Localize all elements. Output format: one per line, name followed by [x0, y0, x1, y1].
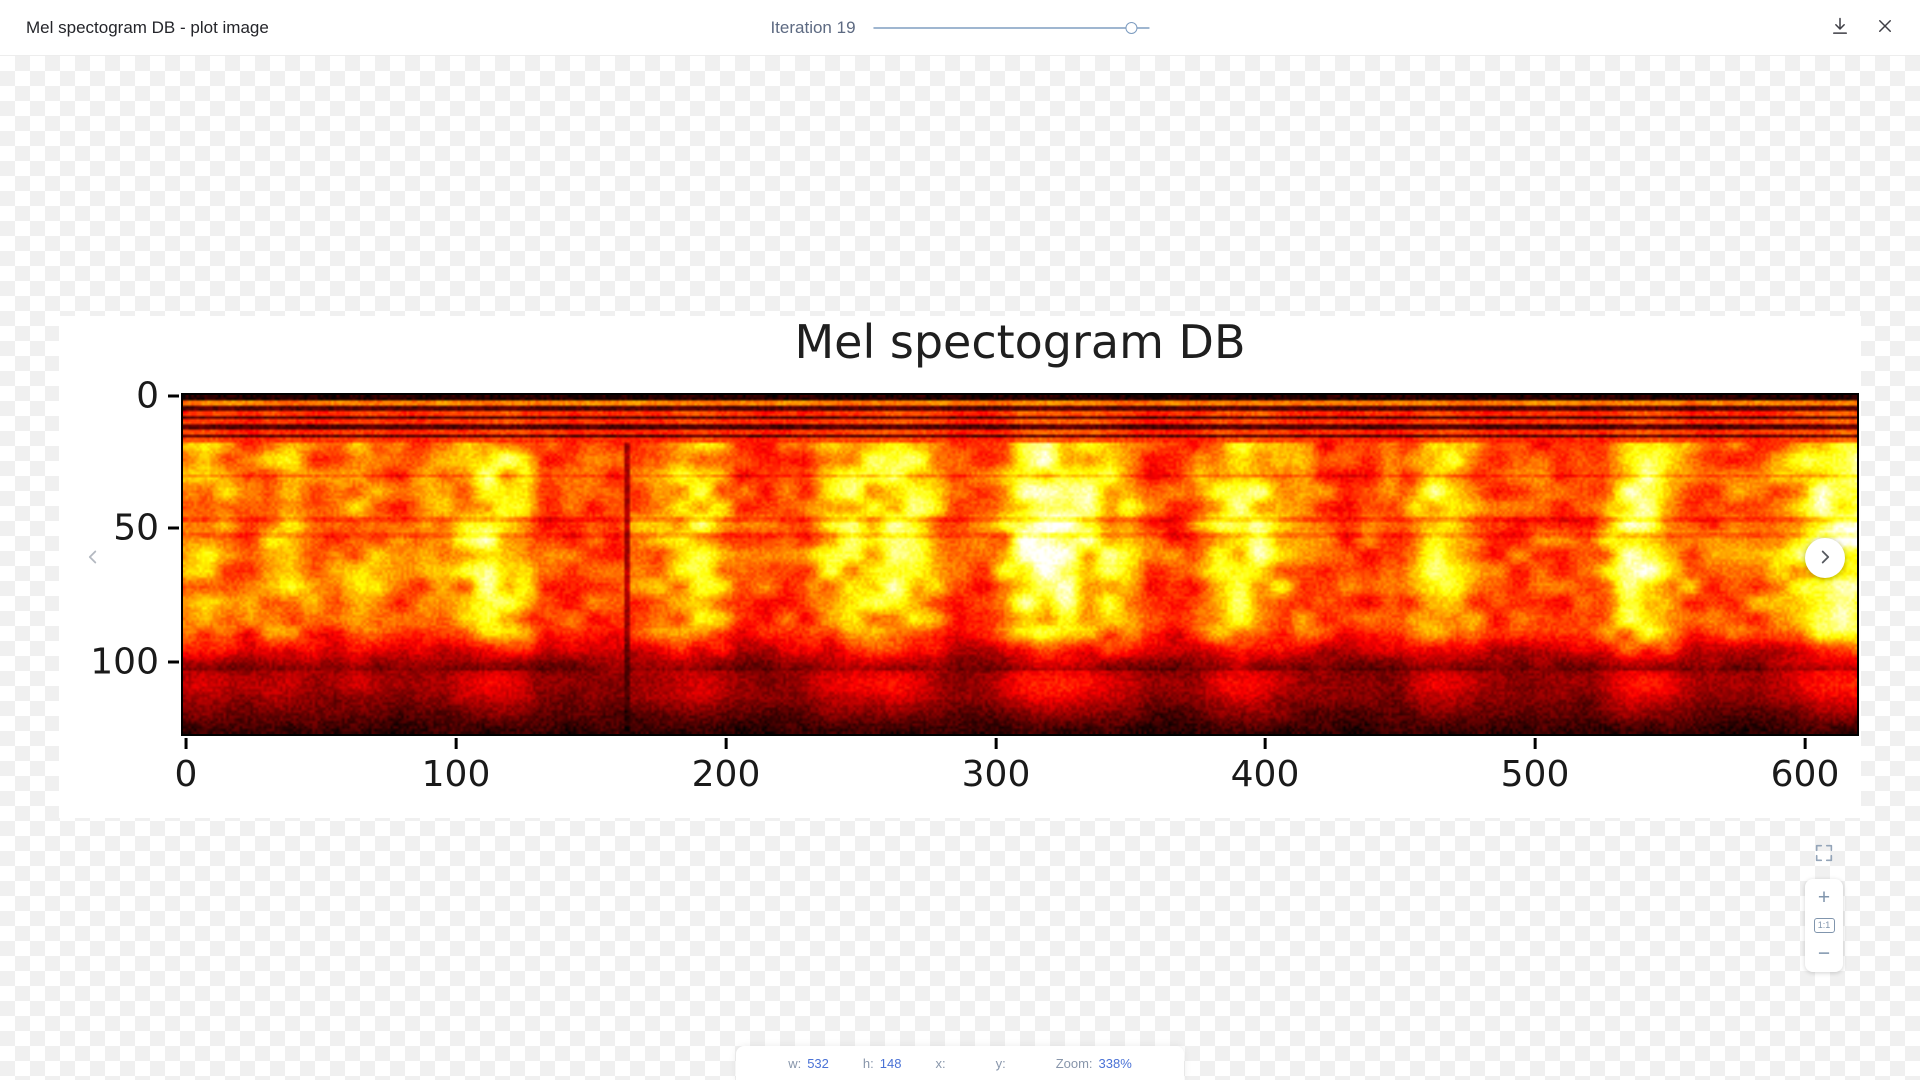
iteration-label-text: Iteration: [770, 17, 832, 37]
y-tick-label: 50: [113, 507, 159, 549]
zoom-controls: + 1:1 −: [1805, 842, 1843, 972]
image-viewer-workspace: Mel spectogram DB 0 50 100 0 100 200: [0, 56, 1920, 1080]
tick-mark: [168, 660, 179, 664]
y-tick: 0: [136, 376, 179, 417]
download-icon: [1830, 16, 1850, 39]
status-x: x:: [935, 1056, 961, 1071]
iteration-label: Iteration 19: [770, 18, 855, 38]
next-plot-button[interactable]: [1805, 538, 1845, 578]
x-tick: 600: [1770, 738, 1840, 795]
minus-icon: −: [1817, 942, 1831, 965]
status-y: y:: [996, 1056, 1022, 1071]
status-value: 338%: [1098, 1055, 1132, 1071]
x-tick-label: 400: [1230, 754, 1300, 795]
status-label: y:: [995, 1055, 1006, 1071]
x-tick: 100: [421, 738, 491, 795]
tick-mark: [1263, 738, 1267, 749]
plus-icon: +: [1817, 886, 1831, 909]
status-value: 148: [879, 1055, 902, 1071]
slider-knob[interactable]: [1125, 21, 1138, 34]
header-actions: [1830, 16, 1894, 39]
fit-to-screen-button[interactable]: [1813, 842, 1835, 867]
x-tick: 200: [691, 738, 761, 795]
status-height: h: 148: [863, 1056, 902, 1071]
tick-mark: [1533, 738, 1537, 749]
chevron-left-icon: [82, 546, 104, 571]
status-value: 532: [807, 1055, 829, 1071]
page-title: Mel spectogram DB - plot image: [26, 17, 269, 37]
close-icon: [1876, 17, 1894, 38]
plot-title: Mel spectogram DB: [794, 315, 1246, 369]
slider-track[interactable]: [873, 26, 1150, 29]
status-label: h:: [862, 1055, 874, 1071]
x-tick: 300: [961, 738, 1031, 795]
iteration-slider-group: Iteration 19: [770, 18, 1150, 38]
fit-to-screen-icon: [1813, 842, 1835, 867]
one-to-one-button[interactable]: 1:1: [1813, 918, 1835, 933]
tick-mark: [454, 738, 458, 749]
header: Mel spectogram DB - plot image Iteration…: [0, 0, 1920, 56]
x-tick-label: 100: [421, 754, 491, 795]
one-to-one-icon: 1:1: [1813, 918, 1835, 933]
tick-mark: [1803, 738, 1807, 749]
x-tick-label: 0: [174, 754, 198, 795]
x-tick-label: 200: [691, 754, 761, 795]
status-zoom: Zoom: 338%: [1056, 1056, 1132, 1071]
x-tick: 400: [1230, 738, 1300, 795]
iteration-slider[interactable]: [873, 21, 1150, 35]
iteration-value: 19: [836, 17, 856, 37]
tick-mark: [994, 738, 998, 749]
close-button[interactable]: [1876, 17, 1894, 38]
spectrogram-plot-area: 0 50 100 0 100 200 300 400: [90, 376, 1859, 795]
y-tick-label: 0: [136, 375, 159, 417]
status-label: w:: [788, 1055, 802, 1071]
download-button[interactable]: [1830, 16, 1850, 39]
x-tick-label: 500: [1500, 754, 1570, 795]
zoom-out-button[interactable]: −: [1818, 943, 1830, 964]
mel-spectrogram-image[interactable]: [181, 393, 1859, 736]
y-tick: 100: [90, 642, 179, 683]
x-tick-label: 600: [1770, 754, 1840, 795]
previous-plot-button[interactable]: [73, 538, 113, 578]
tick-mark: [168, 394, 179, 398]
tick-mark: [184, 738, 188, 749]
status-label: Zoom:: [1055, 1055, 1093, 1071]
x-tick-label: 300: [961, 754, 1031, 795]
y-tick-label: 100: [90, 641, 159, 683]
status-label: x:: [935, 1055, 946, 1071]
x-tick: 500: [1500, 738, 1570, 795]
x-tick: 0: [174, 738, 198, 795]
tick-mark: [168, 526, 179, 530]
zoom-panel: + 1:1 −: [1805, 879, 1843, 972]
plot-card: Mel spectogram DB 0 50 100 0 100 200: [59, 316, 1861, 818]
y-tick: 50: [113, 508, 179, 549]
tick-mark: [724, 738, 728, 749]
status-bar: w: 532 h: 148 x: y: Zoom: 338%: [736, 1046, 1184, 1080]
chevron-right-icon: [1814, 546, 1836, 571]
status-width: w: 532: [788, 1056, 829, 1071]
zoom-in-button[interactable]: +: [1818, 887, 1830, 908]
